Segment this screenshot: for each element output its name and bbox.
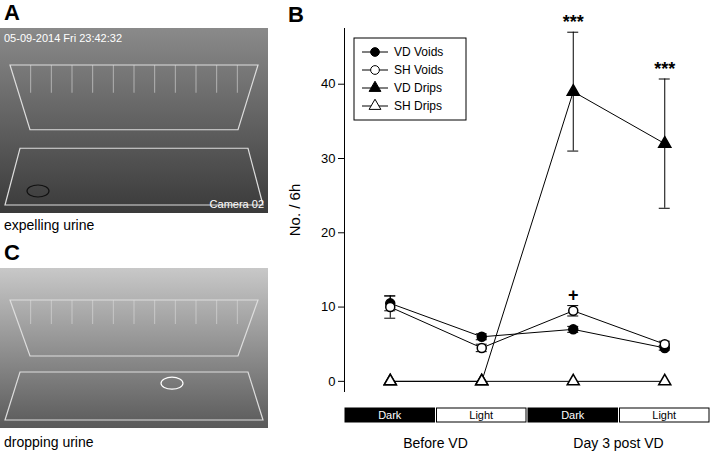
svg-text:VD Drips: VD Drips [394, 81, 442, 95]
svg-text:A: A [4, 0, 20, 25]
svg-text:Camera 02: Camera 02 [210, 198, 264, 210]
svg-text:Day 3 post VD: Day 3 post VD [573, 435, 663, 451]
svg-text:No. / 6h: No. / 6h [286, 184, 303, 237]
svg-text:Dark: Dark [378, 409, 402, 421]
svg-text:SH Voids: SH Voids [394, 63, 443, 77]
svg-text:Before VD: Before VD [403, 435, 468, 451]
svg-text:05-09-2014 Fri 23:42:32: 05-09-2014 Fri 23:42:32 [4, 32, 122, 44]
svg-text:Dark: Dark [561, 409, 585, 421]
svg-text:Light: Light [652, 409, 676, 421]
svg-text:***: *** [654, 59, 675, 79]
svg-text:30: 30 [321, 151, 335, 166]
svg-text:0: 0 [328, 374, 335, 389]
svg-text:SH Drips: SH Drips [394, 99, 442, 113]
svg-text:C: C [4, 240, 20, 265]
svg-text:dropping urine: dropping urine [4, 434, 94, 450]
svg-text:Light: Light [469, 409, 493, 421]
svg-text:VD Voids: VD Voids [394, 45, 443, 59]
svg-text:expelling urine: expelling urine [4, 217, 94, 233]
svg-text:+: + [568, 285, 579, 305]
svg-text:10: 10 [321, 299, 335, 314]
svg-text:B: B [288, 2, 304, 27]
svg-text:40: 40 [321, 76, 335, 91]
svg-text:***: *** [563, 12, 584, 32]
svg-text:20: 20 [321, 225, 335, 240]
